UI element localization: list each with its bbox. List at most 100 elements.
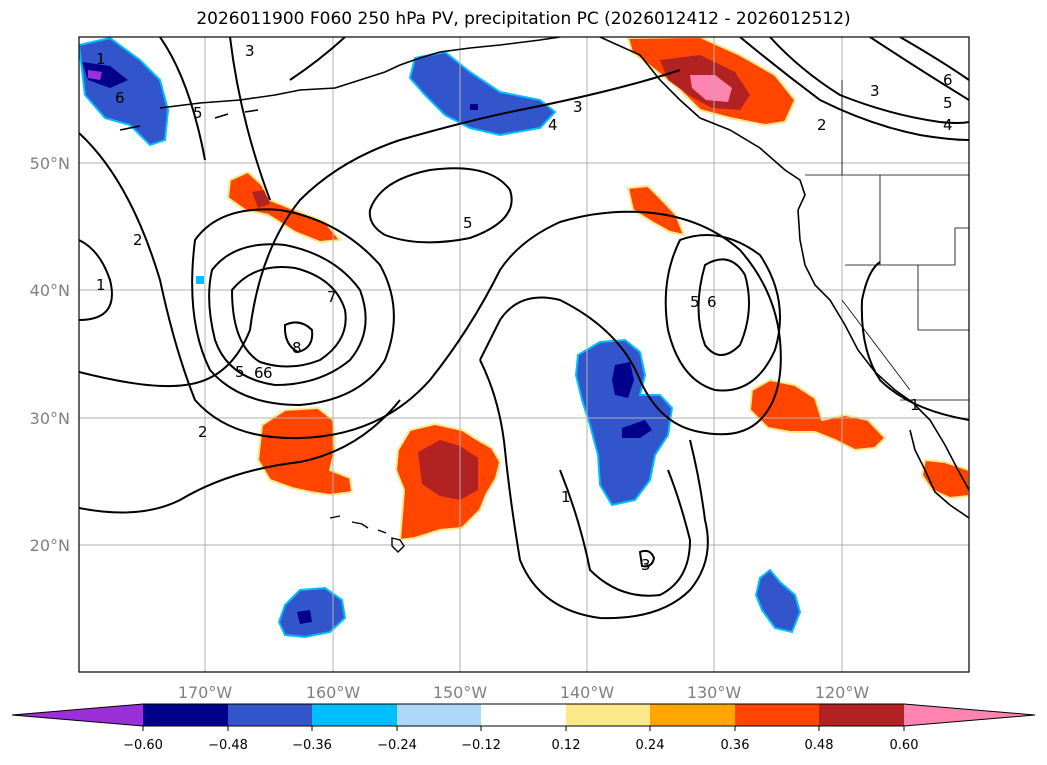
map-frame (78, 36, 970, 673)
contour-label: 1 (96, 50, 106, 68)
contour-label: 6 (254, 364, 264, 382)
colorbar-cell (228, 704, 312, 726)
contour-label: 2 (133, 231, 143, 249)
contour-ne-4 (739, 37, 969, 141)
neg-region-central (574, 338, 674, 507)
contour-label: 3 (573, 98, 583, 116)
colorbar-tick-label: −0.36 (292, 738, 332, 753)
contour-pacific-high-inner (230, 266, 347, 368)
map-panel: 1 2 1 5 6 3 4 3 2 3 6 5 4 5 5 6 6 7 8 5 … (79, 37, 969, 672)
precip-negative-regions (79, 37, 802, 639)
contour-label: 1 (96, 276, 106, 294)
pos-region-west (256, 406, 354, 497)
colorbar-ticks (142, 726, 905, 731)
pos-peak-bc (690, 75, 732, 102)
pos-region-sw-coast (748, 378, 887, 452)
alaska-coast (159, 37, 561, 109)
contour-label: 8 (292, 339, 302, 357)
contour-label: 3 (641, 556, 651, 574)
neg-region-se (754, 568, 802, 634)
contour-east-outer (664, 234, 781, 392)
contour-5-north (368, 167, 513, 244)
lon-label: 160°W (306, 683, 361, 702)
contour-label: 3 (245, 42, 255, 60)
neg-peak-nw (88, 70, 102, 80)
colorbar: −0.60 −0.48 −0.36 −0.24 −0.12 0.12 0.24 … (11, 703, 1036, 753)
baja-coast (909, 429, 969, 519)
contour-ne-3 (769, 37, 969, 124)
contour-label: 1 (561, 488, 571, 506)
neg-region-south (277, 586, 347, 639)
contour-label: 6 (943, 71, 953, 89)
lon-label: 170°W (178, 683, 233, 702)
colorbar-tick-label: −0.60 (123, 738, 163, 753)
contour-label: 7 (327, 288, 337, 306)
contour-2-low (79, 399, 401, 514)
colorbar-tick-label: 0.60 (890, 738, 919, 753)
hawaii-islands (329, 515, 405, 553)
contour-alaska-upper (159, 37, 346, 201)
colorbar-cell (12, 704, 143, 726)
contour-3-south (638, 549, 656, 568)
contour-label: 2 (198, 423, 208, 441)
contour-label: 4 (943, 116, 953, 134)
contour-2-west (79, 132, 782, 440)
contour-label: 6 (115, 89, 125, 107)
neg-core-central-a (612, 362, 634, 398)
contour-1-west (79, 239, 113, 321)
colorbar-cell (566, 704, 650, 726)
contour-label: 4 (548, 116, 558, 134)
colorbar-tick-label: 0.12 (552, 738, 581, 753)
lon-axis-labels: 170°W 160°W 150°W 140°W 130°W 120°W (178, 683, 870, 702)
colorbar-tick-label: 0.36 (721, 738, 750, 753)
lon-label: 150°W (433, 683, 488, 702)
map-title: 2026011900 F060 250 hPa PV, precipitatio… (196, 9, 851, 29)
contour-trough-inner (559, 469, 692, 597)
lon-label: 130°W (687, 683, 742, 702)
neg-dot (196, 276, 204, 284)
bc-coast (599, 37, 806, 211)
neg-core-gulf (470, 104, 478, 110)
contour-label: 5 (690, 293, 700, 311)
neg-core-central-b (622, 420, 652, 438)
aleutian-islands (119, 109, 259, 131)
colorbar-cell (650, 704, 735, 726)
pos-region-ne (626, 184, 686, 237)
contour-8 (283, 321, 314, 354)
lon-label: 140°W (560, 683, 615, 702)
colorbar-tick-label: −0.24 (377, 738, 417, 753)
colorbar-tick-label: 0.48 (805, 738, 834, 753)
colorbar-cell (312, 704, 397, 726)
contour-ne-6 (899, 37, 969, 81)
contour-label: 3 (870, 82, 880, 100)
contour-label: 5 (193, 104, 203, 122)
neg-core-nw (82, 62, 128, 88)
colorbar-cell (735, 704, 819, 726)
colorbar-tick-label: 0.24 (636, 738, 665, 753)
lon-label: 120°W (815, 683, 870, 702)
colorbar-cell (143, 704, 228, 726)
colorbar-tick-label: −0.48 (208, 738, 248, 753)
lat-label: 50°N (30, 154, 70, 173)
lat-label: 30°N (30, 409, 70, 428)
neg-region-gulf (408, 50, 557, 137)
contour-label: 2 (817, 116, 827, 134)
pos-core-hawaii (418, 440, 478, 500)
contour-label: 5 (943, 94, 953, 112)
lat-label: 40°N (30, 281, 70, 300)
contour-label: 6 (263, 364, 273, 382)
contour-label: 6 (707, 293, 717, 311)
colorbar-cell (397, 704, 481, 726)
lat-axis-labels: 50°N 40°N 30°N 20°N (30, 154, 70, 555)
admin-borders (805, 80, 969, 401)
contour-3 (79, 69, 681, 388)
colorbar-cell (904, 704, 1035, 726)
contour-ne-5 (869, 37, 969, 101)
graticule (79, 37, 969, 672)
contour-east-inner (697, 258, 750, 356)
contour-trough-south (479, 359, 709, 620)
neg-core-south (297, 610, 312, 624)
contour-labels: 1 2 1 5 6 3 4 3 2 3 6 5 4 5 5 6 6 7 8 5 … (96, 42, 953, 574)
colorbar-cell (819, 704, 904, 726)
